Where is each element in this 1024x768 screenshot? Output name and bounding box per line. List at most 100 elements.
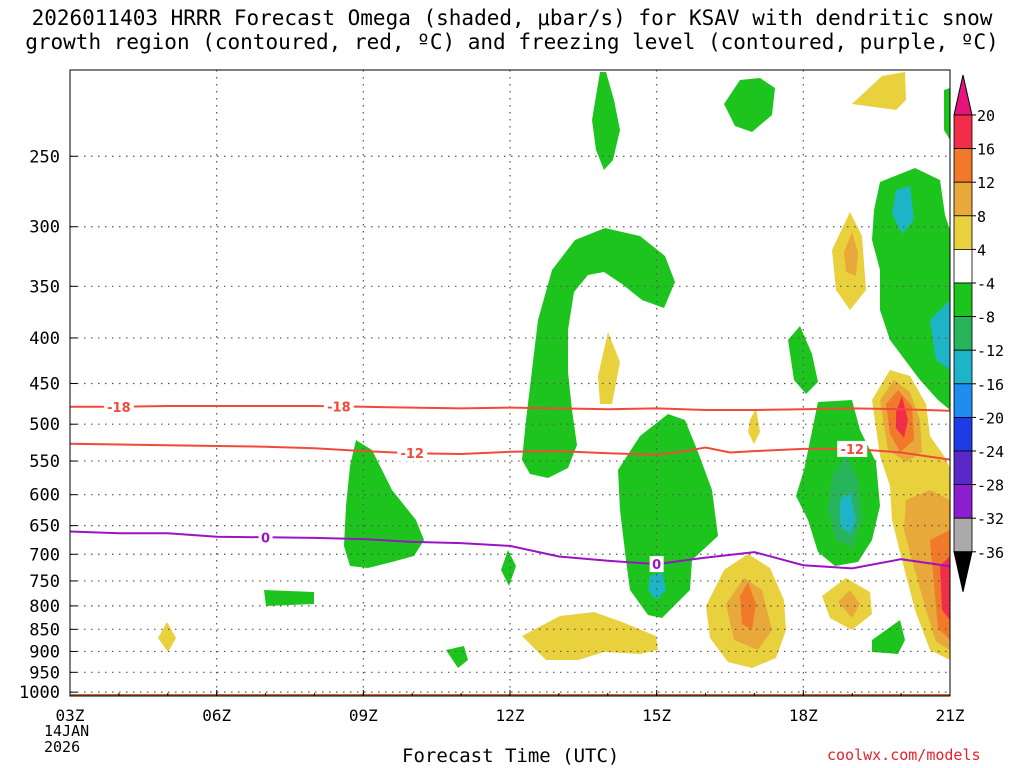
colorbar-swatch [953,416,973,452]
y-tick-label: 650 [29,517,60,537]
x-tick-label: 18Z [789,706,818,725]
contour-label-0: 0 [261,531,270,546]
chart-title: 2026011403 HRRR Forecast Omega (shaded, … [0,6,1024,54]
date-label-year: 2026 [44,738,81,756]
omega-region-darkorange-2 [740,582,756,630]
x-tick-label: 12Z [496,706,525,725]
omega-region-green-top-2 [724,78,775,132]
y-tick-label: 250 [29,147,60,167]
y-tick-label: 500 [29,415,60,435]
temperature-contours: -18 -18 -12 -12 0 0 [70,398,950,573]
contour-label-bg [837,440,868,457]
contour-line--18 [70,405,950,412]
omega-region-green-mid [618,414,718,618]
x-tick-label: 03Z [56,706,85,725]
contour-label-bg [258,529,273,546]
contour-label-bg [397,445,428,462]
contour-label--18: -18 [107,401,131,416]
y-tick-label: 1000 [19,683,60,703]
y-tick-label: 850 [29,620,60,640]
colorbar-swatch [953,484,973,519]
colorbar-label: -32 [977,510,1004,528]
colorbar-label: -36 [977,544,1004,562]
y-tick-label: 800 [29,597,60,617]
colorbar-swatch [953,517,973,553]
omega-region-green-edge [944,88,950,140]
y-tick-label: 950 [29,663,60,683]
contour-label--12: -12 [400,447,424,462]
pressure-axis: 2503003504004505005506006507007508008509… [19,147,77,703]
omega-region-green-small-2 [501,550,516,586]
chart-grid [70,70,950,696]
x-tick-label: 21Z [936,706,965,725]
y-tick-label: 550 [29,452,60,472]
colorbar-bottom-arrow [953,551,973,592]
x-axis-title: Forecast Time (UTC) [402,745,620,767]
omega-region-teal-4 [930,300,950,370]
y-tick-label: 300 [29,218,60,238]
omega-region-green-bottom-right [872,620,905,654]
colorbar-swatch [953,114,973,149]
omega-region-yellow-14z [598,332,620,404]
contour-line--12 [70,442,950,461]
colorbar-label: 16 [977,141,995,159]
credit-link[interactable]: coolwx.com/models [827,746,981,764]
y-tick-label: 900 [29,642,60,662]
y-tick-label: 400 [29,329,60,349]
colorbar-swatch [953,349,973,385]
colorbar-swatch [953,181,973,217]
colorbar-label: 12 [977,174,995,192]
omega-region-green-0912z [344,440,424,568]
omega-region-green-right-upper [872,168,950,410]
contour-label-bg [649,556,664,573]
omega-shading [158,72,950,668]
omega-region-green-small-1 [264,590,314,606]
colorbar-swatch [953,248,973,284]
x-tick-label: 09Z [349,706,378,725]
omega-region-green-hook [522,228,675,478]
contour-label--18: -18 [327,400,351,415]
colorbar-label: -20 [977,409,1004,427]
time-axis: 03Z 06Z 09Z 12Z 15Z 18Z 21Z [56,690,965,725]
title-line-2: growth region (contoured, red, ºC) and f… [25,30,999,54]
contour-line-0 [70,530,950,570]
omega-region-red-2 [940,556,950,620]
contour-label-bg [323,398,354,415]
colorbar-label: 4 [977,241,986,259]
omega-region-yellow-top [852,72,906,110]
colorbar-swatch [953,450,973,485]
x-tick-label: 15Z [642,706,671,725]
omega-region-teal-3 [892,186,914,234]
colorbar-swatch [953,383,973,418]
colorbar-swatch [953,282,973,317]
y-tick-label: 600 [29,486,60,506]
y-tick-label: 750 [29,572,60,592]
omega-colorbar: 20 16 12 8 4 -4 -8 -12 -16 -20 -24 -28 -32 -36 [953,74,1004,592]
contour-label-0: 0 [652,558,661,573]
omega-region-green-small-3 [446,646,468,668]
colorbar-label: -12 [977,342,1004,360]
omega-region-teal-5 [648,572,666,600]
colorbar-label: -4 [977,275,995,293]
y-tick-label: 700 [29,545,60,565]
omega-region-orange-4 [838,590,860,618]
date-label: 14JAN 2026 [44,723,89,755]
title-line-1: 2026011403 HRRR Forecast Omega (shaded, … [31,6,993,30]
y-tick-label: 450 [29,374,60,394]
colorbar-label: -28 [977,477,1004,495]
colorbar-swatch [953,148,973,183]
colorbar-label: 8 [977,208,986,226]
omega-region-green-1718z [788,326,818,394]
contour-label--12: -12 [840,443,864,458]
colorbar-swatch [953,215,973,250]
colorbar-swatch [953,316,973,351]
omega-region-orange-1 [844,232,858,276]
colorbar-label: 20 [977,107,995,125]
contour-label-bg [103,398,134,415]
y-tick-label: 350 [29,277,60,297]
x-tick-label: 06Z [202,706,231,725]
omega-region-teal-2 [840,492,856,534]
omega-region-green-top-1 [592,72,620,170]
omega-region-yellow-05z [158,622,176,652]
